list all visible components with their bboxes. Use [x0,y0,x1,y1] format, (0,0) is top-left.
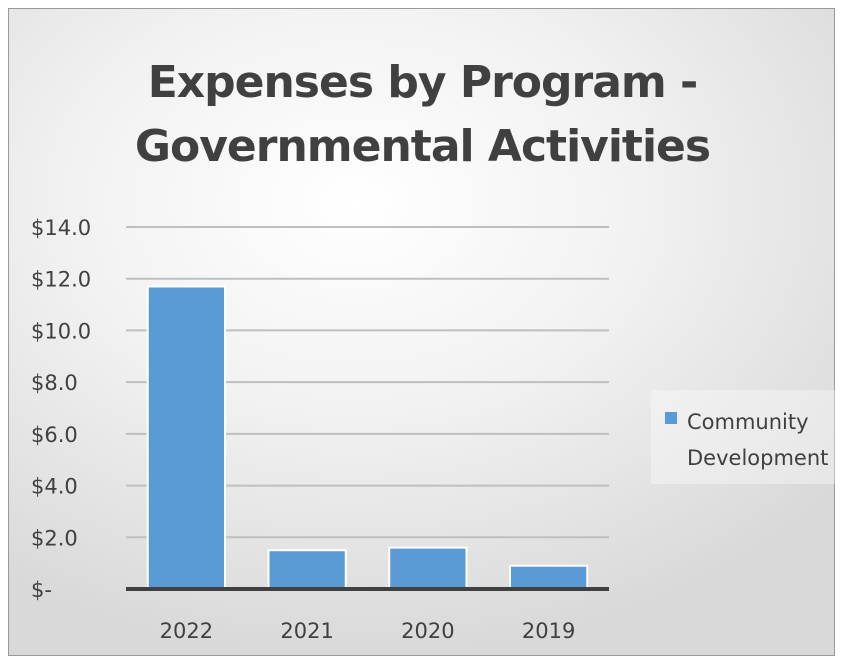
y-tick-label: $12.0 [31,268,91,292]
y-tick-label: $2.0 [31,526,78,550]
x-tick-label: 2021 [280,619,333,643]
bar-2021 [267,549,347,591]
legend-label-community-development: Community Development [687,410,829,470]
bar-2020 [388,546,468,591]
y-tick-label: $- [31,578,52,602]
legend-swatch-community-development [665,412,677,424]
y-tick-label: $6.0 [31,423,78,447]
y-tick-label: $14.0 [31,216,91,240]
bar-2019 [508,564,589,591]
chart-title-line-2: Governmental Activities [134,121,711,172]
x-tick-label: 2022 [160,619,213,643]
chart-title: Expenses by Program - Governmental Activ… [9,51,836,179]
x-tick-label: 2019 [522,619,575,643]
bar-2022 [146,285,227,590]
y-tick-label: $10.0 [31,319,91,343]
x-tick-label: 2020 [401,619,454,643]
plot-area: $- $2.0 $4.0 $6.0 $8.0 $10.0 $12.0 $14.0 2022 202… [31,216,609,643]
chart-title-line-1: Expenses by Program - [147,57,699,108]
y-tick-label: $4.0 [31,475,78,499]
y-tick-label: $8.0 [31,371,78,395]
chart-frame: Expenses by Program - Governmental Activ… [8,8,843,656]
legend: Community Development [651,390,843,484]
